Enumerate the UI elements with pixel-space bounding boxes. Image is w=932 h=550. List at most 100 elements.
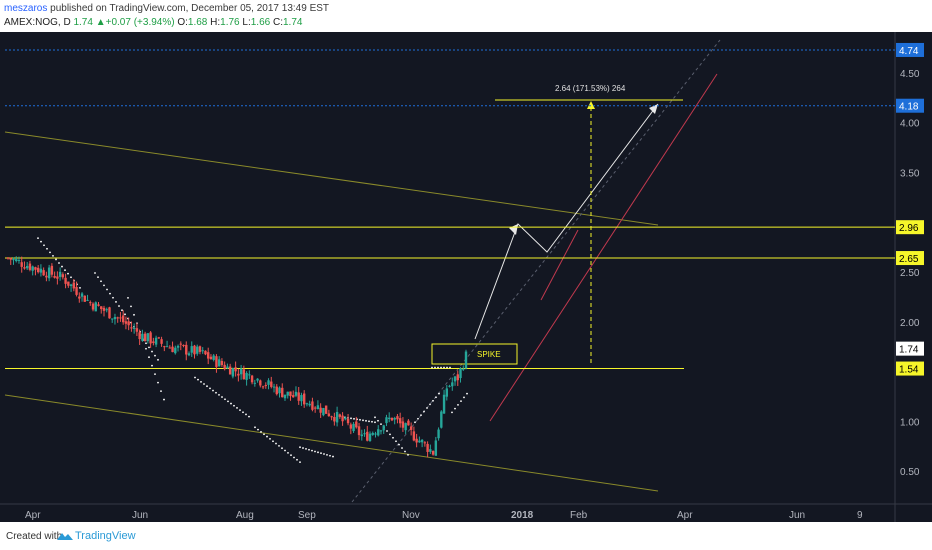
candle-body	[146, 333, 150, 342]
low-value: 1.66	[250, 17, 271, 28]
candle-body	[404, 423, 407, 431]
trend-line-red-1[interactable]	[489, 73, 718, 422]
sar-dot	[94, 272, 96, 274]
sar-dot	[227, 400, 229, 403]
sar-dot	[449, 366, 451, 369]
sar-dot	[212, 389, 214, 392]
tradingview-logo-icon	[57, 533, 73, 540]
author-link[interactable]: meszaros	[4, 3, 48, 14]
candle-body	[228, 366, 232, 375]
spike-label: SPIKE	[477, 350, 501, 359]
candle-body	[204, 350, 207, 355]
sar-dot	[61, 265, 63, 268]
publish-line: meszaros published on TradingView.com, D…	[4, 3, 329, 14]
sar-dot	[395, 440, 397, 443]
candle-body	[80, 293, 84, 297]
candle-body	[415, 438, 418, 443]
candle-body	[23, 267, 26, 269]
candle-body	[239, 368, 243, 375]
candle-body	[157, 337, 161, 339]
candle-body	[94, 302, 97, 312]
sar-dot	[40, 240, 42, 243]
candle-body	[182, 344, 185, 347]
trend-line-red-2[interactable]	[540, 229, 579, 301]
price-chart[interactable]: SPIKE 2.64 (171.53%) 264 0.501.001.502.0…	[0, 32, 932, 522]
y-tick-label: 2.50	[900, 268, 920, 279]
sar-dot	[275, 442, 277, 445]
candle-body	[179, 343, 182, 345]
candle-body	[39, 268, 43, 273]
sar-dot	[200, 380, 202, 383]
symbol-label[interactable]: AMEX:NOG, D	[4, 17, 71, 28]
candle-body	[379, 430, 383, 432]
dotted-trend-line[interactable]	[351, 39, 721, 503]
candle-body	[440, 411, 443, 428]
sar-dot	[221, 396, 223, 398]
x-tick-label: Aug	[236, 510, 254, 521]
candle-body	[377, 429, 380, 436]
candle-body	[31, 266, 34, 271]
candle-body	[390, 417, 394, 421]
chart-area[interactable]: SPIKE 2.64 (171.53%) 264 0.501.001.502.0…	[0, 32, 932, 522]
candle-body	[313, 407, 317, 409]
candle-body	[448, 385, 451, 387]
candle-body	[335, 411, 339, 423]
candle-body	[212, 355, 215, 360]
candle-body	[12, 258, 15, 261]
sar-dot	[401, 447, 403, 449]
candle-body	[371, 432, 374, 435]
sar-dot	[377, 419, 379, 422]
sar-dot	[245, 413, 247, 416]
sar-dot	[100, 280, 102, 283]
low-label: L:	[242, 17, 251, 28]
sar-dot	[224, 398, 226, 401]
sar-dot	[432, 399, 434, 402]
tradingview-link[interactable]: TradingView	[75, 530, 136, 542]
candle-body	[453, 376, 457, 382]
candle-body	[100, 306, 103, 310]
candle-body	[102, 307, 106, 311]
sar-dot	[323, 453, 325, 455]
sar-dot	[112, 296, 114, 299]
candle-body	[138, 332, 141, 340]
candle-body	[366, 431, 369, 441]
candle-body	[143, 333, 147, 342]
sar-dot	[278, 444, 280, 447]
price-label-box	[896, 220, 924, 235]
candle-body	[50, 265, 54, 275]
sar-dot	[233, 404, 235, 407]
candle-body	[207, 352, 210, 359]
measure-label: 2.64 (171.53%) 264	[555, 84, 626, 93]
candle-body	[305, 403, 309, 405]
sar-dot	[374, 421, 376, 424]
price-label-2-96: 2.96	[896, 220, 924, 235]
spike-box[interactable]	[431, 343, 518, 365]
candle-body	[382, 425, 385, 431]
sar-dot	[257, 428, 259, 431]
sar-dot	[389, 433, 391, 436]
candle-body	[355, 421, 358, 428]
sar-dot	[154, 354, 156, 357]
sar-dot	[148, 346, 150, 349]
sar-dot	[160, 390, 162, 392]
sar-dot	[248, 415, 250, 418]
sar-dot	[438, 392, 440, 395]
candle-body	[250, 375, 254, 383]
channel-lower-line[interactable]	[4, 394, 659, 492]
sar-dot	[440, 366, 442, 369]
candle-body	[201, 350, 204, 352]
candle-body	[286, 391, 289, 396]
candle-body	[83, 295, 86, 302]
sar-dot	[434, 366, 436, 369]
channel-upper-line[interactable]	[4, 131, 659, 226]
sar-dot	[260, 431, 262, 433]
projection-arrowhead-1	[509, 224, 518, 235]
projection-path[interactable]	[474, 103, 659, 340]
price-label-box	[896, 361, 924, 376]
candle-body	[319, 407, 322, 413]
sar-dot	[368, 420, 370, 423]
candle-body	[412, 431, 416, 441]
candle-body	[6, 257, 10, 259]
candle-body	[215, 356, 218, 367]
candle-body	[464, 351, 468, 369]
